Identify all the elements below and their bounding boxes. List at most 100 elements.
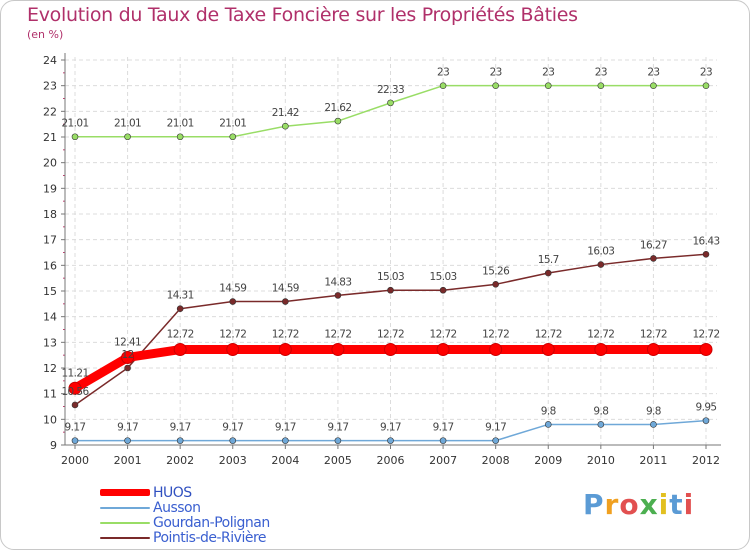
point-gourdan-polignan-2011	[650, 82, 657, 89]
legend-item-ausson: Ausson	[100, 500, 270, 516]
y-tick-label-20: 20	[43, 157, 57, 170]
point-ausson-2004	[282, 437, 289, 444]
data-label-huos-2004: 12.72	[272, 329, 299, 341]
brand-letter: o	[619, 488, 640, 521]
chart-title: Evolution du Taux de Taxe Foncière sur l…	[27, 4, 578, 26]
grid-lines	[65, 57, 717, 446]
point-ausson-2012	[702, 417, 710, 424]
point-gourdan-polignan-2003	[229, 133, 237, 141]
point-huos-2003	[226, 343, 240, 357]
y-tick-label-18: 18	[43, 208, 57, 221]
data-label-huos-2006: 12.72	[377, 329, 404, 341]
legend-swatch-pointis-de-rivi-re	[100, 536, 150, 539]
point-pointis-de-rivi-re-2008	[492, 281, 499, 288]
point-ausson-2010	[597, 421, 605, 428]
point-huos-2004	[278, 343, 292, 357]
data-label-huos-2011: 12.72	[640, 329, 667, 341]
point-huos-2006	[384, 343, 397, 357]
point-ausson-2006	[387, 437, 394, 444]
data-label-pointis-de-rivi-re-2008: 15.26	[482, 265, 510, 277]
point-gourdan-polignan-2010	[597, 82, 605, 89]
data-label-pointis-de-rivi-re-2001: 12	[121, 349, 133, 361]
data-label-gourdan-polignan-2002: 21.01	[167, 118, 194, 130]
data-label-pointis-de-rivi-re-2012: 16.43	[692, 235, 719, 247]
y-tick-label-9: 9	[50, 439, 57, 452]
point-pointis-de-rivi-re-2006	[387, 286, 394, 294]
y-tick-label-19: 19	[43, 182, 57, 195]
data-label-gourdan-polignan-2010: 23	[595, 67, 607, 79]
point-pointis-de-rivi-re-2004	[282, 298, 289, 305]
point-pointis-de-rivi-re-2009	[544, 269, 552, 277]
brand-letter: t	[669, 488, 684, 521]
data-label-huos-2005: 12.72	[324, 329, 351, 341]
data-label-pointis-de-rivi-re-2010: 16.03	[587, 246, 614, 258]
data-label-ausson-2010: 9.8	[593, 405, 608, 417]
point-huos-2001	[121, 350, 135, 364]
point-huos-2007	[436, 343, 450, 357]
x-tick-label-2011: 2011	[639, 454, 667, 467]
chart-subtitle: (en %)	[27, 28, 64, 41]
data-label-huos-2002: 12.72	[167, 329, 194, 341]
brand-letter: P	[583, 488, 605, 521]
data-label-ausson-2011: 9.8	[646, 405, 661, 417]
brand-letter: i	[658, 488, 670, 521]
legend-swatch-huos	[100, 489, 150, 496]
axes: 9 10 11 12 13 14 15 16 17 18 19 20 21 22 23 24 2000 2001 2…	[43, 53, 721, 467]
data-label-pointis-de-rivi-re-2003: 14.59	[219, 283, 246, 295]
point-ausson-2007	[439, 437, 447, 444]
point-gourdan-polignan-2008	[492, 82, 499, 89]
x-tick-label-2002: 2002	[166, 454, 194, 467]
y-tick-label-21: 21	[43, 131, 57, 144]
y-tick-label-17: 17	[43, 234, 57, 247]
legend-item-gourdan-polignan: Gourdan-Polignan	[100, 514, 270, 531]
point-gourdan-polignan-2005	[334, 117, 342, 125]
point-gourdan-polignan-2007	[439, 82, 447, 89]
brand-letter: x	[639, 488, 659, 521]
data-labels: 21.01 21.01 21.01 21.01 21.42 21.62 22.33 23 23 2…	[61, 67, 720, 434]
point-ausson-2009	[544, 421, 552, 428]
point-pointis-de-rivi-re-2005	[334, 292, 342, 299]
data-label-pointis-de-rivi-re-2007: 15.03	[430, 271, 457, 283]
legend-swatch-gourdan-polignan	[100, 521, 150, 524]
legend-label-huos: HUOS	[153, 484, 192, 501]
legend: HUOS Ausson Gourdan-Polignan Pointis-de-Riv…	[100, 484, 270, 546]
point-gourdan-polignan-2001	[124, 133, 131, 141]
data-label-gourdan-polignan-2004: 21.42	[272, 107, 299, 119]
point-pointis-de-rivi-re-2002	[176, 305, 184, 313]
x-tick-label-2005: 2005	[324, 454, 352, 467]
point-pointis-de-rivi-re-2012	[702, 250, 710, 258]
x-tick-label-2006: 2006	[377, 454, 405, 467]
point-ausson-2003	[229, 437, 237, 444]
point-huos-2009	[541, 343, 555, 357]
y-tick-label-13: 13	[43, 336, 57, 349]
data-label-huos-2010: 12.72	[587, 329, 614, 341]
point-pointis-de-rivi-re-2010	[597, 261, 605, 268]
point-ausson-2011	[650, 421, 657, 428]
legend-swatch-ausson	[100, 506, 150, 509]
data-label-gourdan-polignan-2008: 23	[490, 67, 502, 79]
point-ausson-2002	[176, 437, 184, 444]
y-tick-label-15: 15	[43, 285, 57, 298]
y-tick-label-23: 23	[43, 80, 57, 93]
legend-item-huos: HUOS	[100, 484, 270, 501]
data-label-gourdan-polignan-2007: 23	[437, 67, 449, 79]
data-label-gourdan-polignan-2003: 21.01	[219, 118, 246, 130]
data-label-huos-2000: 11.21	[61, 367, 88, 379]
y-tick-label-12: 12	[43, 362, 57, 375]
legend-label-gourdan-polignan: Gourdan-Polignan	[153, 514, 270, 531]
y-tick-label-22: 22	[43, 105, 57, 118]
data-label-ausson-2012: 9.95	[696, 402, 717, 414]
data-label-huos-2012: 12.72	[692, 329, 719, 341]
point-ausson-2001	[124, 437, 131, 444]
data-label-ausson-2004: 9.17	[275, 422, 296, 434]
x-tick-label-2001: 2001	[114, 454, 142, 467]
data-label-pointis-de-rivi-re-2006: 15.03	[377, 271, 404, 283]
data-label-ausson-2001: 9.17	[117, 422, 138, 434]
x-tick-label-2009: 2009	[534, 454, 562, 467]
point-gourdan-polignan-2006	[387, 99, 394, 107]
point-gourdan-polignan-2000	[71, 133, 79, 141]
x-tick-label-2012: 2012	[692, 454, 720, 467]
data-label-huos-2008: 12.72	[482, 329, 509, 341]
